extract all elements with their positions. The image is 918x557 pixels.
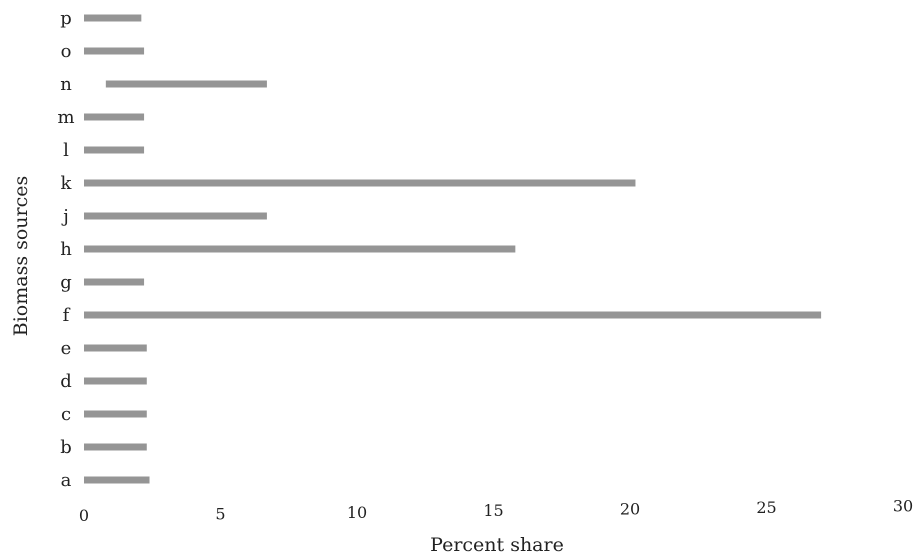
x-axis-label: Percent share [430,534,564,556]
category-label-c: c [61,404,71,425]
category-label-e: e [61,338,72,359]
bar-a [84,476,150,484]
category-label-l: l [63,140,69,161]
category-label-p: p [60,8,72,29]
category-label-g: g [60,272,72,293]
bar-h [84,245,516,253]
bar-b [84,443,147,451]
category-label-k: k [61,173,73,194]
bar-k [84,179,636,187]
bar-e [84,344,147,352]
category-label-a: a [61,470,72,491]
x-tick-label: 25 [756,498,776,517]
bar-l [84,146,145,154]
bar-c [84,410,147,418]
bar-f [84,311,822,319]
bar-m [84,113,145,121]
category-label-f: f [63,305,71,326]
bar-n [105,80,267,88]
bar-p [84,14,142,22]
x-tick-label: 20 [620,500,640,519]
x-tick-label: 0 [79,506,89,525]
category-label-d: d [60,371,72,392]
category-label-j: j [61,206,69,227]
x-tick-labels: 0 5 10 15 20 25 30 [79,496,913,525]
bars-group [84,14,822,484]
category-label-b: b [60,437,72,458]
x-tick-label: 5 [215,504,225,523]
bar-d [84,377,147,385]
category-label-o: o [61,41,72,62]
y-axis-label: Biomass sources [10,176,32,337]
x-tick-label: 30 [893,496,913,515]
bar-g [84,278,145,286]
category-label-h: h [60,239,72,260]
x-tick-label: 10 [347,503,367,522]
bar-j [84,212,267,220]
category-label-n: n [60,74,72,95]
category-label-m: m [57,107,74,128]
x-tick-label: 15 [483,501,503,520]
bar-o [84,47,145,55]
